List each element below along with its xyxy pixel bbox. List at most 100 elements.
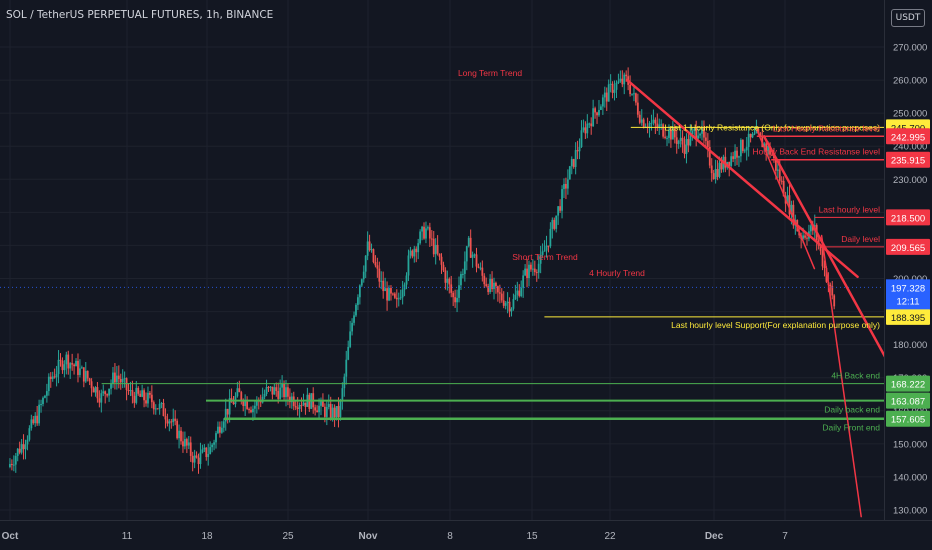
- candle-body: [325, 406, 328, 417]
- candle-body: [531, 268, 534, 270]
- candle-body: [333, 407, 336, 418]
- candle-body: [329, 403, 332, 418]
- candle-body: [370, 249, 373, 251]
- candle-body: [253, 405, 256, 409]
- candle-body: [485, 284, 488, 286]
- candle-body: [553, 219, 556, 229]
- candle-body: [380, 280, 383, 282]
- level-badge[interactable]: [886, 410, 930, 427]
- level-badge[interactable]: [886, 151, 930, 168]
- level-badge-label: 242.995: [891, 132, 925, 143]
- candle-body: [203, 447, 206, 450]
- candle-body: [115, 375, 118, 383]
- candle-body: [547, 245, 550, 247]
- currency-selector[interactable]: USDT: [891, 9, 925, 27]
- candle-body: [176, 420, 179, 439]
- candle-body: [147, 392, 149, 404]
- candle-body: [53, 376, 56, 378]
- candle-body: [590, 123, 593, 127]
- candle-body: [178, 430, 180, 439]
- candle-body: [405, 275, 408, 285]
- candle-body: [683, 144, 686, 154]
- candle-body: [518, 290, 521, 297]
- trend-label: Short Term Trend: [512, 252, 578, 262]
- candle-body: [187, 442, 190, 446]
- candle-body: [679, 137, 682, 141]
- candle-body: [77, 360, 79, 375]
- level-badge[interactable]: [886, 392, 930, 409]
- candle-body: [255, 400, 258, 406]
- candle-body: [213, 442, 215, 445]
- candle-body: [236, 388, 239, 397]
- candle-body: [288, 396, 291, 403]
- candle-body: [533, 268, 536, 273]
- candle-body: [479, 267, 482, 269]
- candle-body: [244, 399, 247, 407]
- candle-body: [294, 406, 297, 408]
- candle-body: [222, 421, 225, 428]
- candle-body: [191, 455, 194, 463]
- candle-body: [79, 368, 81, 375]
- candle-body: [572, 159, 575, 167]
- current-price-badge[interactable]: [886, 279, 930, 310]
- candle-body: [271, 386, 274, 395]
- candle-body: [504, 303, 507, 306]
- candle-body: [164, 416, 167, 420]
- candle-body: [765, 143, 768, 151]
- candle-body: [374, 262, 377, 266]
- candle-body: [30, 419, 33, 429]
- level-label: Daily back end: [824, 405, 880, 415]
- level-badge[interactable]: [886, 238, 930, 255]
- candle-body: [741, 139, 744, 152]
- time-axis[interactable]: Oct 11 18 25 Nov 8 15 22 Dec 7: [0, 520, 932, 550]
- candle-body: [668, 129, 670, 138]
- candle-body: [108, 388, 110, 396]
- candle-body: [695, 129, 698, 139]
- time-tick-label: 22: [604, 531, 616, 542]
- candle-body: [512, 299, 515, 309]
- level-badge[interactable]: [886, 375, 930, 392]
- candle-body: [664, 136, 666, 138]
- candle-body: [520, 287, 523, 297]
- candle-body: [413, 248, 416, 257]
- candle-body: [716, 169, 719, 177]
- candle-body: [792, 204, 795, 226]
- candle-body: [498, 292, 501, 294]
- trend-labels: Long Term Trend Short Term Trend 4 Hourly …: [458, 68, 645, 278]
- candle-body: [714, 169, 717, 180]
- candle-body: [170, 421, 173, 423]
- candle-body: [314, 407, 317, 411]
- level-badge[interactable]: [886, 209, 930, 226]
- candle-body: [605, 92, 608, 102]
- candle-body: [226, 408, 229, 415]
- level-badge[interactable]: [886, 308, 930, 325]
- candle-body: [776, 169, 779, 171]
- candle-body: [539, 254, 542, 264]
- candle-body: [308, 394, 311, 409]
- candle-body: [88, 378, 91, 382]
- candle-body: [584, 127, 587, 134]
- candle-body: [699, 133, 701, 136]
- time-tick-label: Dec: [705, 531, 724, 542]
- price-axis[interactable]: 130.000140.000150.000160.000170.000180.0…: [884, 0, 932, 550]
- candle-body: [592, 108, 595, 127]
- candle-body: [110, 383, 112, 389]
- level-badge[interactable]: [886, 128, 930, 145]
- candle-body: [428, 227, 431, 239]
- candle-body: [642, 119, 645, 128]
- candle-body: [701, 127, 703, 134]
- candle-body: [658, 124, 661, 128]
- candle-body: [650, 122, 653, 124]
- candle-body: [452, 292, 455, 298]
- level-label: 4H Back end: [831, 371, 880, 381]
- candle-body: [508, 301, 511, 312]
- candle-body: [114, 372, 116, 383]
- candle-body: [248, 409, 250, 411]
- candle-body: [82, 367, 85, 382]
- candle-body: [528, 264, 530, 279]
- candle-body: [565, 183, 567, 189]
- price-tick-label: 270.000: [893, 43, 927, 54]
- candle-body: [704, 137, 707, 141]
- candle-body: [788, 195, 791, 215]
